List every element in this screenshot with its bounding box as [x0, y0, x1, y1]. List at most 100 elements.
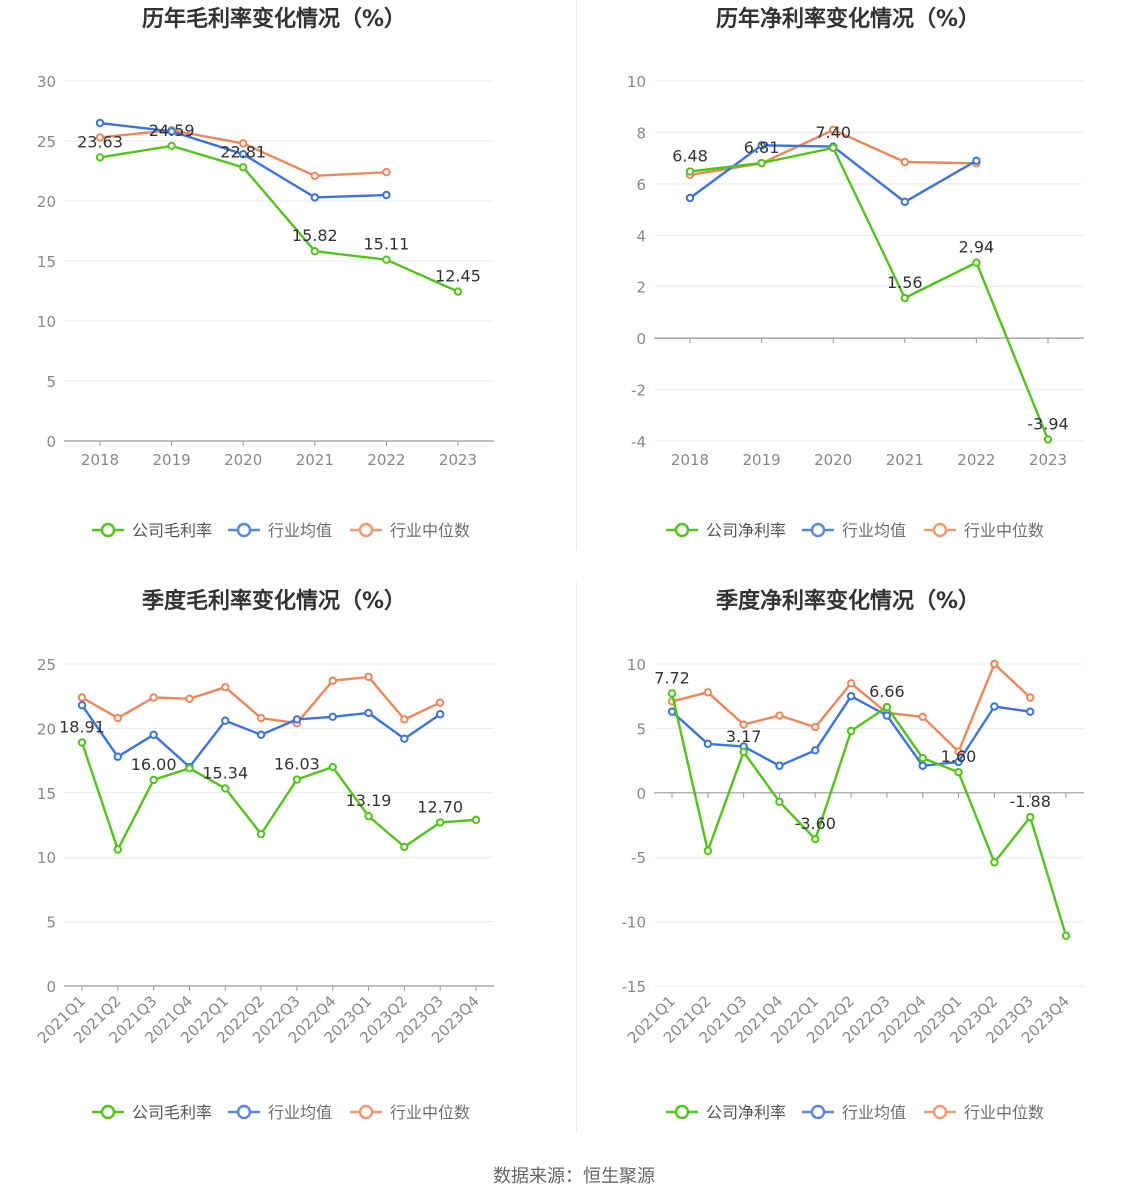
- chart-annual-gross-margin: 历年毛利率变化情况（%） 0 5 10 15 20 25 30 2018 2019 2020 2021…: [0, 0, 574, 582]
- y-tick-label: 2: [636, 279, 646, 297]
- data-point-company: [167, 141, 176, 151]
- data-point-avg: [310, 193, 319, 202]
- legend-label: 行业均值: [842, 1103, 906, 1122]
- data-label: 1.60: [941, 747, 977, 766]
- data-point-avg: [703, 739, 713, 749]
- data-point-company: [113, 845, 123, 854]
- data-point-avg: [990, 702, 999, 711]
- y-tick-label: 5: [46, 914, 56, 932]
- data-point-median: [954, 747, 963, 756]
- data-point-avg: [113, 752, 123, 761]
- series-line-company: [689, 146, 1050, 440]
- data-label: 16.03: [274, 755, 320, 774]
- legend-label: 行业中位数: [390, 521, 470, 540]
- data-point-company: [221, 784, 230, 793]
- data-point-avg: [435, 710, 445, 719]
- legend-label: 行业均值: [268, 1103, 332, 1122]
- y-tick-label: -2: [631, 382, 646, 400]
- data-point-median: [1025, 693, 1035, 702]
- x-tick-label: 2023: [1029, 451, 1067, 469]
- data-point-avg: [95, 118, 105, 128]
- legend-item-company: 公司净利率: [666, 1103, 786, 1122]
- data-point-avg: [382, 190, 391, 200]
- legend-label: 行业中位数: [964, 521, 1044, 540]
- data-label: 12.45: [435, 267, 481, 286]
- legend-marker: [358, 522, 374, 538]
- data-point-median: [239, 139, 248, 148]
- data-point-company: [900, 293, 909, 303]
- data-point-company: [453, 287, 463, 296]
- data-point-company: [1025, 812, 1035, 822]
- data-point-avg: [775, 761, 784, 770]
- y-tick-label: 20: [37, 720, 56, 738]
- data-point-company: [739, 747, 748, 757]
- legend-marker: [358, 1104, 374, 1120]
- data-point-company: [775, 797, 784, 807]
- legend-label: 行业均值: [268, 521, 332, 540]
- legend-item-avg: 行业均值: [802, 1103, 906, 1122]
- legend-marker: [674, 522, 690, 538]
- y-tick-label: 6: [636, 176, 646, 194]
- y-tick-label: 8: [636, 124, 646, 142]
- series-line-avg: [689, 144, 977, 204]
- data-point-avg: [667, 707, 677, 716]
- data-point-avg: [882, 711, 892, 720]
- legend-item-median: 行业中位数: [924, 1103, 1044, 1122]
- x-tick-label: 2021: [886, 451, 924, 469]
- data-point-avg: [900, 197, 909, 207]
- y-tick-label: 25: [37, 656, 56, 674]
- data-label: 12.70: [417, 797, 463, 816]
- legend-marker: [674, 1104, 690, 1120]
- data-point-avg: [757, 141, 766, 150]
- legend-marker: [810, 1104, 826, 1120]
- data-label: 7.40: [815, 123, 851, 142]
- data-point-company: [382, 255, 391, 264]
- x-tick-label: 2023: [439, 451, 477, 469]
- y-tick-label: -10: [622, 914, 647, 932]
- legend-label: 公司净利率: [706, 1103, 786, 1122]
- y-tick-label: 0: [46, 433, 56, 451]
- data-point-median: [846, 679, 856, 688]
- data-point-company: [435, 818, 445, 827]
- data-point-median: [775, 711, 784, 720]
- y-tick-label: 5: [636, 720, 646, 738]
- data-point-median: [435, 698, 445, 707]
- legend-marker: [810, 522, 826, 538]
- data-point-avg: [221, 716, 230, 725]
- data-point-median: [149, 693, 158, 702]
- data-point-avg: [328, 712, 337, 722]
- data-point-company: [667, 689, 677, 698]
- data-label: 2.94: [959, 238, 995, 257]
- data-point-company: [811, 834, 820, 844]
- data-point-median: [328, 676, 337, 685]
- series-line-company: [80, 742, 477, 851]
- data-point-median: [77, 693, 87, 702]
- data-point-avg: [256, 730, 266, 740]
- y-tick-label: -4: [631, 433, 646, 451]
- data-point-median: [739, 720, 748, 729]
- data-point-avg: [149, 730, 158, 740]
- data-label: 6.48: [672, 147, 708, 166]
- x-tick-label: 2020: [224, 451, 262, 469]
- y-tick-label: 10: [37, 849, 56, 867]
- data-label: 6.81: [744, 138, 780, 157]
- legend-item-avg: 行业均值: [802, 521, 906, 540]
- data-point-company: [239, 163, 248, 172]
- data-point-median: [918, 712, 927, 722]
- data-point-median: [703, 688, 713, 697]
- data-point-median: [256, 713, 266, 723]
- y-tick-label: 10: [37, 313, 56, 331]
- chart-svg: 历年净利率变化情况（%） -4 -2 0 2 4 6 8 10 2018 2019 2020 2021 2…: [627, 6, 1084, 540]
- chart-quarterly-gross-margin: 季度毛利率变化情况（%） 0 5 10 15 20 25 2021Q1 2021Q2 2021Q3…: [0, 582, 574, 1164]
- legend-label: 公司净利率: [706, 521, 786, 540]
- data-point-company: [972, 258, 981, 267]
- y-tick-label: 15: [37, 253, 56, 271]
- legend-marker: [932, 522, 948, 538]
- legend-label: 行业中位数: [390, 1103, 470, 1122]
- x-tick-label: 2021: [296, 451, 334, 469]
- data-point-company: [703, 846, 713, 855]
- data-point-company: [846, 726, 856, 736]
- data-point-median: [221, 682, 230, 692]
- data-point-company: [829, 143, 838, 153]
- data-point-avg: [685, 193, 695, 203]
